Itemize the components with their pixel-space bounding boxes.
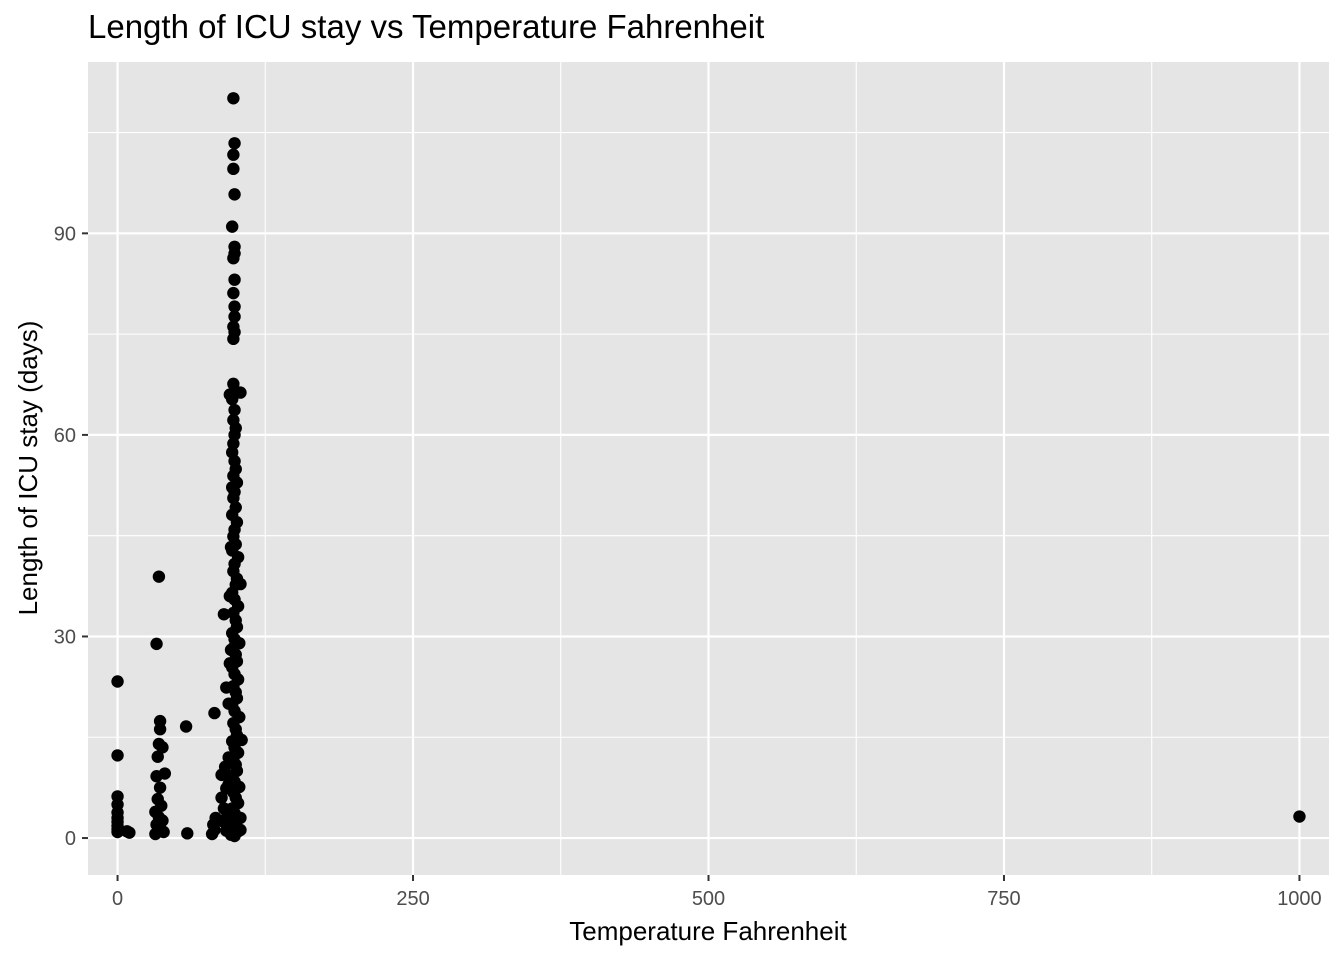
data-point (228, 273, 241, 286)
data-point (153, 722, 167, 736)
y-tick-label: 60 (54, 425, 76, 447)
data-point (228, 188, 241, 201)
major-gridlines (88, 62, 1329, 875)
x-axis-title: Temperature Fahrenheit (569, 916, 847, 946)
x-axis: 0 250 500 750 1000 (112, 875, 1322, 910)
data-point (156, 741, 169, 754)
data-point (158, 767, 172, 780)
data-point (230, 476, 244, 489)
data-point (111, 675, 124, 688)
x-tick-label: 0 (112, 888, 123, 910)
data-point (123, 826, 136, 839)
data-point (228, 137, 241, 150)
x-tick-label: 1000 (1277, 888, 1322, 910)
chart-title: Length of ICU stay vs Temperature Fahren… (88, 8, 765, 45)
data-point (223, 821, 237, 835)
data-point (228, 300, 241, 313)
data-point (234, 386, 247, 399)
data-point (225, 393, 239, 406)
data-point (227, 162, 240, 176)
data-point (227, 491, 240, 505)
y-axis: 0 30 60 90 (54, 223, 88, 850)
y-axis-title: Length of ICU stay (days) (13, 321, 43, 616)
y-tick-label: 90 (54, 223, 76, 245)
data-point (227, 148, 240, 161)
data-point (225, 220, 239, 233)
x-tick-label: 500 (692, 888, 725, 910)
data-point (228, 310, 241, 323)
data-point (208, 706, 221, 720)
data-point (153, 781, 167, 794)
data-point (222, 751, 235, 764)
data-point (152, 570, 166, 583)
data-point (222, 778, 235, 791)
data-point (205, 827, 219, 841)
data-point (157, 825, 170, 839)
data-point (217, 608, 231, 621)
data-point (215, 791, 228, 804)
data-point (218, 760, 232, 774)
data-point (179, 720, 193, 733)
data-point (151, 750, 164, 763)
data-point (227, 92, 240, 105)
x-tick-label: 750 (987, 888, 1020, 910)
data-point (150, 637, 163, 651)
data-point (227, 251, 240, 265)
data-point (227, 332, 240, 346)
data-point (228, 403, 241, 417)
data-points (111, 92, 1306, 843)
y-tick-label: 0 (65, 828, 76, 850)
data-point (223, 804, 237, 818)
data-point (181, 827, 194, 840)
data-point (234, 823, 247, 837)
data-point (111, 749, 124, 762)
y-tick-label: 30 (54, 626, 76, 648)
data-point (111, 825, 124, 839)
data-point (1293, 810, 1306, 823)
data-point (234, 577, 247, 591)
x-tick-label: 250 (396, 888, 429, 910)
data-point (227, 286, 240, 300)
